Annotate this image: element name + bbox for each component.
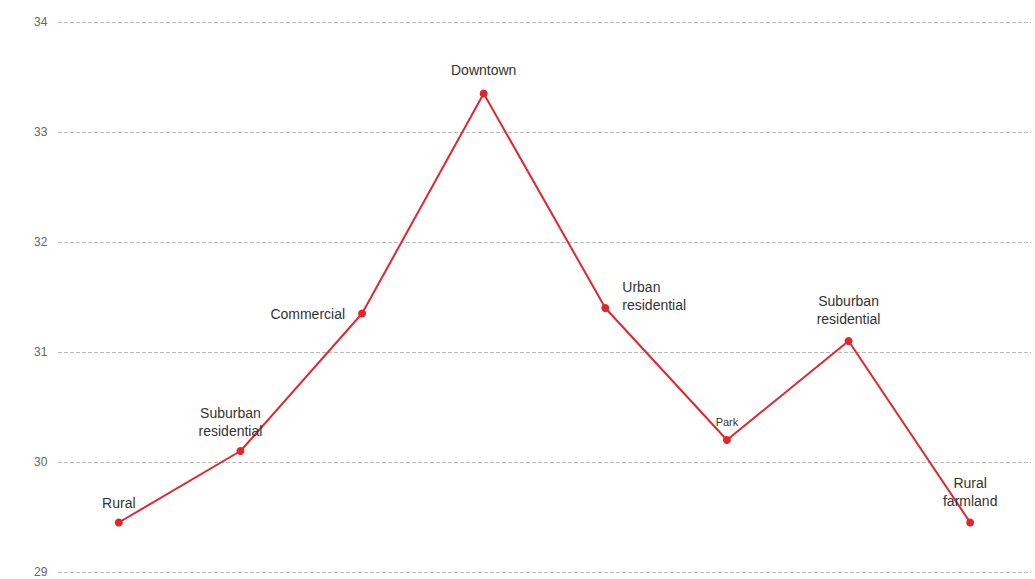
svg-text:31: 31 [34,345,48,359]
svg-text:30: 30 [34,455,48,469]
svg-text:residential: residential [199,423,263,439]
svg-text:34: 34 [34,15,48,29]
svg-text:29: 29 [34,565,48,579]
svg-text:Downtown: Downtown [451,62,516,78]
svg-text:32: 32 [34,235,48,249]
svg-text:Suburban: Suburban [200,405,261,421]
svg-text:Suburban: Suburban [818,293,879,309]
svg-text:Rural: Rural [102,495,135,511]
svg-text:farmland: farmland [943,493,997,509]
svg-text:Rural: Rural [953,475,986,491]
svg-text:residential: residential [622,297,686,313]
svg-text:Commercial: Commercial [270,306,345,322]
svg-text:Park: Park [716,416,739,428]
svg-text:residential: residential [817,311,881,327]
svg-text:33: 33 [34,125,48,139]
svg-text:Urban: Urban [622,279,660,295]
